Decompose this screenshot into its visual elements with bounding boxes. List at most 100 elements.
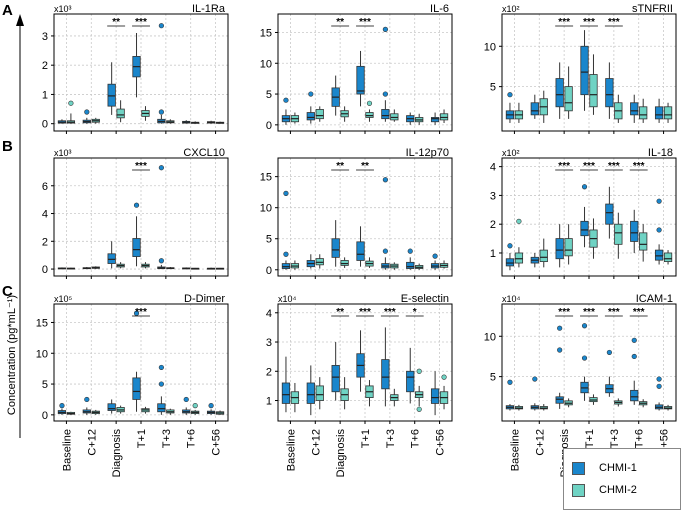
outlier-point xyxy=(557,325,563,331)
sig-label: *** xyxy=(583,307,595,318)
y-tick-label: 10 xyxy=(260,203,272,215)
multiplier-label: x10³ xyxy=(54,148,72,158)
y-tick-label: 2 xyxy=(42,236,48,248)
box-icam-1 xyxy=(555,396,564,404)
outlier-point xyxy=(631,337,637,343)
outlier-point xyxy=(283,97,289,103)
legend-label-chmi-2: CHMI-2 xyxy=(599,484,637,496)
box-il-12p70 xyxy=(356,241,365,261)
panel-il-1ra xyxy=(51,13,229,134)
panel-title: sTNFRII xyxy=(632,3,673,15)
x-tick-label: C+56 xyxy=(211,429,223,456)
sig-label: *** xyxy=(633,161,645,172)
box-stnfrii xyxy=(564,86,573,112)
box-il-12p70 xyxy=(331,238,340,258)
panel-title: D-Dimer xyxy=(184,293,225,305)
panel-title: IL-6 xyxy=(430,3,449,15)
outlier-point xyxy=(308,91,314,97)
box-icam-1 xyxy=(630,389,639,402)
box-d-dimer xyxy=(107,403,116,411)
outlier-point xyxy=(158,23,164,29)
box-cxcl10 xyxy=(132,238,141,257)
y-tick-label: 1 xyxy=(266,396,272,408)
outlier-point xyxy=(507,243,513,249)
box-e-selectin xyxy=(331,365,340,393)
outlier-point xyxy=(183,396,189,403)
box-stnfrii xyxy=(530,102,539,116)
y-tick-label: 5 xyxy=(266,89,272,101)
outlier-point xyxy=(84,396,90,403)
outlier-point xyxy=(532,376,538,382)
row-label-b: B xyxy=(2,138,13,155)
box-il-12p70 xyxy=(315,258,324,266)
outlier-point xyxy=(382,248,388,254)
outlier-point xyxy=(158,364,164,371)
outlier-point xyxy=(158,381,164,387)
y-axis-arrow-head xyxy=(16,14,24,26)
panel-d-dimer xyxy=(51,303,229,424)
y-tick-label: 0 xyxy=(42,264,48,276)
box-d-dimer xyxy=(132,377,141,400)
panel-cxcl10 xyxy=(51,157,229,279)
box-il-18 xyxy=(555,238,564,260)
y-tick-label: 0 xyxy=(266,120,272,132)
box-e-selectin xyxy=(381,359,390,390)
x-tick-label: T+3 xyxy=(609,429,621,448)
sig-label: *** xyxy=(583,161,595,172)
box-il-18 xyxy=(580,220,589,237)
sig-label: *** xyxy=(608,161,620,172)
panel-title: IL-18 xyxy=(648,147,673,159)
x-tick-label: Baseline xyxy=(61,429,73,471)
outlier-point xyxy=(158,165,164,171)
y-tick-label: 15 xyxy=(260,27,272,39)
outlier-point xyxy=(416,368,422,374)
y-tick-label: 3 xyxy=(490,190,496,202)
sig-label: *** xyxy=(135,307,147,318)
sig-label: *** xyxy=(633,307,645,318)
box-stnfrii xyxy=(639,106,648,120)
outlier-point xyxy=(366,100,373,106)
panel-title: IL-12p70 xyxy=(406,147,449,159)
outlier-point xyxy=(382,91,388,97)
panel-title: IL-1Ra xyxy=(192,3,226,15)
multiplier-label: x10⁴ xyxy=(502,294,521,304)
box-il-6 xyxy=(390,113,399,121)
outlier-point xyxy=(441,374,447,380)
box-il-18 xyxy=(614,223,623,245)
sig-label: *** xyxy=(608,17,620,28)
box-e-selectin xyxy=(315,385,324,401)
panel-title: E-selectin xyxy=(401,293,449,305)
outlier-point xyxy=(407,248,413,254)
box-d-dimer xyxy=(157,403,166,413)
sig-label: ** xyxy=(361,161,369,172)
box-stnfrii xyxy=(589,74,598,108)
sig-label: ** xyxy=(336,161,344,172)
box-il-18 xyxy=(539,249,548,263)
sig-label: *** xyxy=(384,307,396,318)
box-il-6 xyxy=(430,117,440,123)
y-tick-label: 2 xyxy=(266,366,272,378)
y-tick-label: 2 xyxy=(490,219,496,231)
x-tick-label: Baseline xyxy=(285,429,297,471)
legend-item-chmi-1: CHMI-1 xyxy=(572,460,637,476)
y-tick-label: 6 xyxy=(42,181,48,193)
outlier-point xyxy=(432,253,438,259)
y-tick-label: 0 xyxy=(42,410,48,422)
box-stnfrii xyxy=(555,78,564,108)
y-tick-label: 4 xyxy=(266,308,272,320)
outlier-point xyxy=(656,376,662,382)
box-il-6 xyxy=(356,65,365,95)
sig-label: ** xyxy=(336,17,344,28)
x-tick-label: T+1 xyxy=(136,429,148,448)
y-tick-label: 5 xyxy=(490,82,496,94)
box-il-1ra xyxy=(116,108,125,119)
box-il-12p70 xyxy=(281,263,291,269)
y-tick-label: 4 xyxy=(490,162,496,174)
multiplier-label: x10⁴ xyxy=(278,294,297,304)
outlier-point xyxy=(606,349,612,356)
y-tick-label: 5 xyxy=(490,372,496,384)
box-il-12p70 xyxy=(406,261,415,269)
outlier-point xyxy=(581,355,588,361)
outlier-point xyxy=(158,258,164,264)
